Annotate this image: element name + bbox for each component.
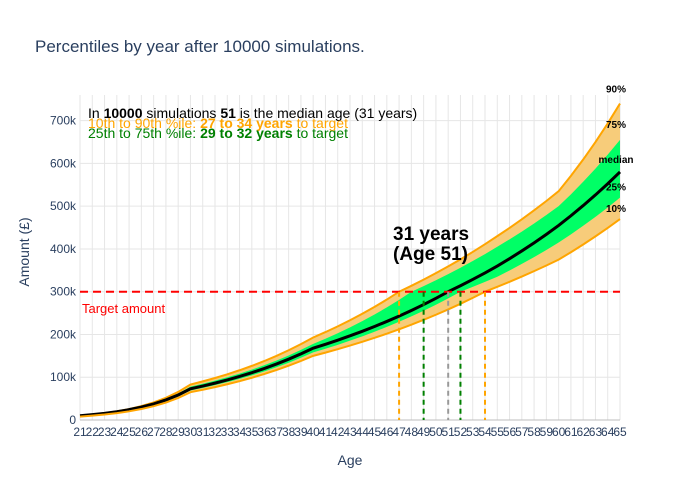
x-tick-label: 32 bbox=[208, 425, 222, 439]
target-label: Target amount bbox=[82, 301, 165, 316]
x-tick-label: 25 bbox=[122, 425, 136, 439]
x-tick-label: 53 bbox=[466, 425, 480, 439]
x-tick-label: 56 bbox=[503, 425, 517, 439]
x-tick-label: 55 bbox=[491, 425, 505, 439]
x-tick-label: 27 bbox=[147, 425, 161, 439]
y-axis-ticks: 0 100k 200k 300k 400k 500k 600k 700k bbox=[50, 114, 77, 427]
x-tick-label: 37 bbox=[270, 425, 284, 439]
x-tick-label: 47 bbox=[392, 425, 406, 439]
x-tick-label: 21 bbox=[73, 425, 87, 439]
x-tick-label: 30 bbox=[184, 425, 198, 439]
y-tick-label: 100k bbox=[50, 370, 77, 384]
x-tick-label: 38 bbox=[282, 425, 296, 439]
series-line-10pct bbox=[79, 218, 621, 418]
x-tick-label: 62 bbox=[577, 425, 591, 439]
series-line-90pct bbox=[79, 103, 621, 417]
series-line-median bbox=[79, 170, 622, 418]
grid bbox=[79, 95, 621, 421]
x-tick-label: 24 bbox=[110, 425, 124, 439]
y-tick-label: 200k bbox=[50, 327, 77, 341]
y-tick-label: 700k bbox=[50, 114, 77, 128]
x-tick-label: 29 bbox=[172, 425, 186, 439]
x-tick-label: 61 bbox=[564, 425, 578, 439]
x-tick-label: 58 bbox=[527, 425, 541, 439]
x-tick-label: 57 bbox=[515, 425, 529, 439]
y-tick-label: 500k bbox=[50, 199, 77, 213]
x-tick-label: 36 bbox=[257, 425, 271, 439]
x-tick-label: 34 bbox=[233, 425, 247, 439]
y-axis-title: Amount (£) bbox=[16, 217, 32, 286]
y-tick-label: 600k bbox=[50, 156, 77, 170]
y-tick-label: 0 bbox=[69, 413, 76, 427]
y-tick-label: 300k bbox=[50, 285, 77, 299]
band-labels: 90% 75% median 25% 10% bbox=[598, 85, 633, 215]
x-tick-label: 26 bbox=[135, 425, 149, 439]
x-tick-label: 43 bbox=[343, 425, 357, 439]
x-tick-label: 39 bbox=[294, 425, 308, 439]
x-tick-label: 48 bbox=[405, 425, 419, 439]
x-tick-label: 65 bbox=[613, 425, 627, 439]
series-label-25pct: 25% bbox=[606, 183, 626, 194]
x-tick-label: 22 bbox=[86, 425, 100, 439]
x-tick-label: 50 bbox=[429, 425, 443, 439]
x-tick-label: 35 bbox=[245, 425, 259, 439]
x-tick-label: 40 bbox=[307, 425, 321, 439]
age-markers bbox=[398, 291, 486, 420]
x-tick-label: 23 bbox=[98, 425, 112, 439]
x-tick-label: 51 bbox=[442, 425, 456, 439]
series-label-10pct: 10% bbox=[606, 204, 626, 215]
x-tick-label: 52 bbox=[454, 425, 468, 439]
y-tick-label: 400k bbox=[50, 242, 77, 256]
series-label-75pct: 75% bbox=[606, 120, 626, 131]
series-label-90pct: 90% bbox=[606, 85, 626, 96]
median-age-label: (Age 51) bbox=[393, 244, 468, 265]
x-tick-label: 46 bbox=[380, 425, 394, 439]
chart-title: Percentiles by year after 10000 simulati… bbox=[35, 37, 365, 56]
x-tick-label: 44 bbox=[356, 425, 370, 439]
x-tick-label: 28 bbox=[159, 425, 173, 439]
x-tick-label: 49 bbox=[417, 425, 431, 439]
x-tick-label: 33 bbox=[221, 425, 235, 439]
percentile-lines bbox=[79, 103, 622, 418]
x-tick-label: 31 bbox=[196, 425, 210, 439]
x-tick-label: 42 bbox=[331, 425, 345, 439]
annotation-line-3: 25th to 75th %ile: 29 to 32 years to tar… bbox=[88, 125, 348, 141]
x-axis-ticks: 2122232425262728293031323334353637383940… bbox=[73, 425, 627, 439]
x-tick-label: 64 bbox=[601, 425, 615, 439]
x-tick-label: 54 bbox=[478, 425, 492, 439]
series-label-median: median bbox=[598, 155, 633, 166]
annotation-line-2: 10th to 90th %ile: 27 to 34 years to tar… bbox=[88, 115, 348, 131]
x-tick-label: 41 bbox=[319, 425, 333, 439]
x-axis-title: Age bbox=[338, 452, 363, 468]
x-tick-label: 59 bbox=[540, 425, 554, 439]
x-tick-label: 60 bbox=[552, 425, 566, 439]
x-tick-label: 45 bbox=[368, 425, 382, 439]
median-years-label: 31 years bbox=[393, 224, 469, 245]
percentile-bands bbox=[80, 103, 620, 417]
x-tick-label: 63 bbox=[589, 425, 603, 439]
annotation-line-1: In 10000 simulations 51 is the median ag… bbox=[88, 105, 417, 121]
